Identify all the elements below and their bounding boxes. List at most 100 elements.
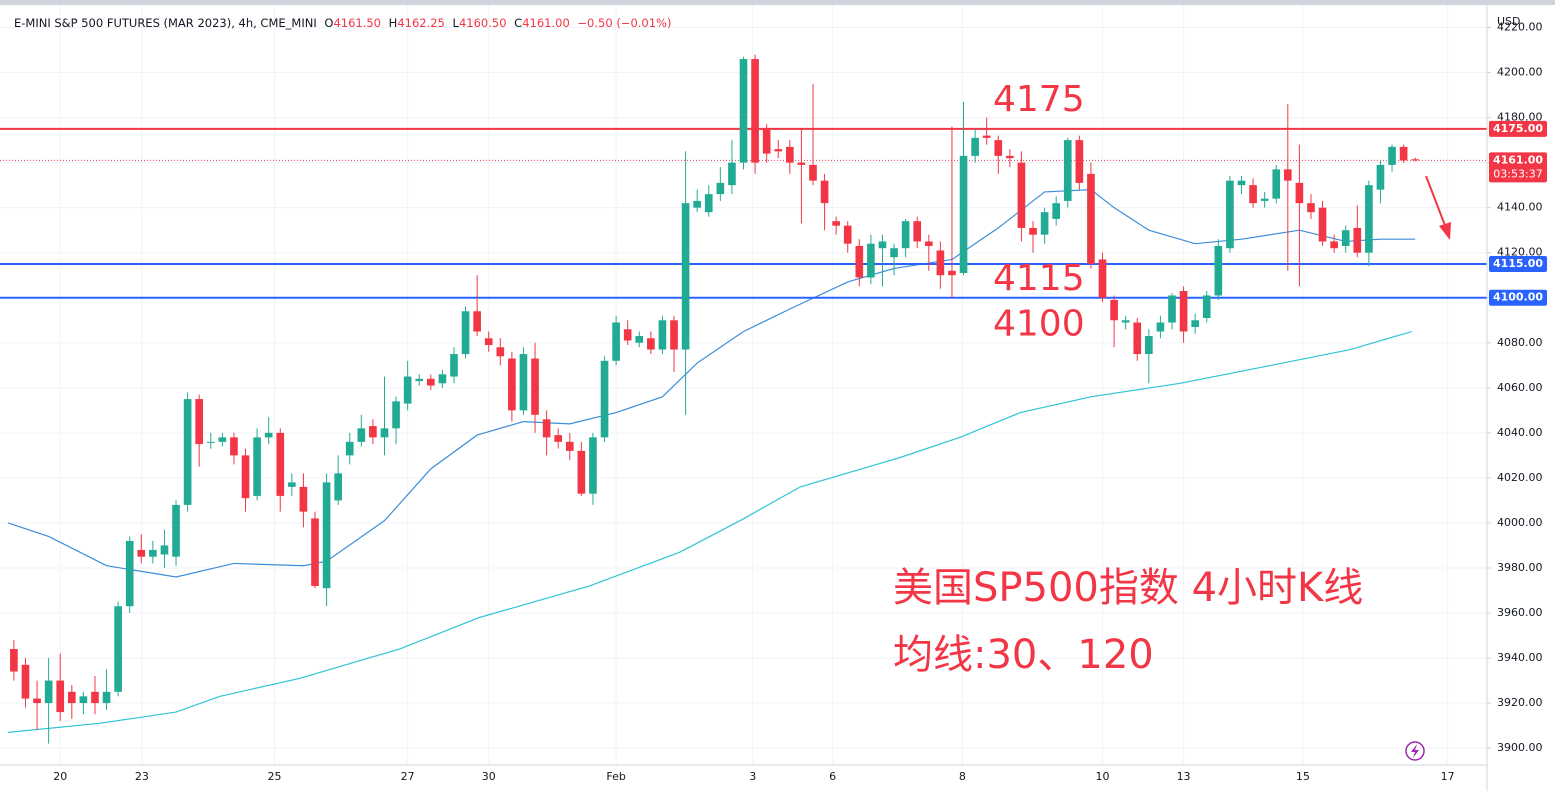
arrow-head — [1439, 222, 1451, 240]
candle-body — [716, 182, 725, 195]
candle-body — [1098, 259, 1107, 298]
candle-body — [160, 545, 169, 555]
candle-body — [218, 437, 227, 442]
candle-body — [461, 311, 470, 355]
x-tick-label: 10 — [1096, 770, 1110, 783]
candle-body — [797, 162, 806, 165]
candle-body — [114, 606, 122, 692]
caption: 美国SP500指数 4小时K线 — [893, 565, 1363, 611]
header-line: E-MINI S&P 500 FUTURES (MAR 2023), 4h, C… — [14, 16, 671, 30]
level-label: 4175.00 — [1493, 122, 1543, 135]
candle-body — [635, 336, 644, 343]
candle-body — [542, 419, 551, 438]
candle-body — [1179, 290, 1188, 332]
candle-body — [369, 426, 377, 438]
y-tick-label: 4200.00 — [1497, 66, 1543, 79]
x-tick-label: Feb — [606, 770, 625, 783]
level-label: 4100.00 — [1493, 291, 1543, 304]
high-label: H — [389, 16, 398, 30]
candle-body — [450, 354, 458, 377]
candle-body — [681, 203, 690, 350]
candle-body — [1052, 203, 1061, 219]
low: 4160.50 — [459, 16, 507, 30]
candle-body — [1029, 227, 1037, 235]
candle-body — [1063, 140, 1072, 201]
x-tick-label: 13 — [1177, 770, 1191, 783]
arrow-shaft — [1425, 175, 1447, 229]
level-tag — [1489, 255, 1547, 272]
low-label: L — [453, 16, 460, 30]
candle-body — [33, 698, 41, 704]
candle-body — [924, 241, 933, 246]
candle-body — [137, 549, 146, 557]
candle-body — [577, 450, 586, 494]
bolt[interactable] — [1411, 744, 1419, 758]
candle-body — [1087, 173, 1095, 264]
candle-body — [10, 649, 18, 672]
candle-body — [508, 358, 516, 411]
change: −0.50 (−0.01%) — [577, 16, 671, 30]
candle-body — [125, 540, 134, 607]
candle-body — [901, 221, 910, 249]
countdown: 03:53:37 — [1493, 167, 1542, 180]
candle-body — [739, 59, 748, 163]
candle-body — [426, 378, 435, 386]
candle-body — [786, 146, 794, 163]
candle-body — [21, 664, 30, 699]
close-label: C — [514, 16, 522, 30]
candle-body — [1330, 241, 1338, 249]
candle-body — [496, 347, 505, 357]
level-label: 4115.00 — [1493, 257, 1543, 270]
x-tick-label: 8 — [959, 770, 966, 783]
candle-body — [276, 432, 285, 496]
candle-body — [1295, 182, 1304, 204]
candle-body — [1202, 295, 1211, 319]
candle-body — [809, 164, 817, 181]
candle-body — [1318, 207, 1327, 242]
x-tick-label: 30 — [482, 770, 496, 783]
candle-body — [1341, 230, 1350, 246]
candle-body — [79, 696, 88, 704]
candle-body — [982, 135, 991, 138]
candle-body — [820, 180, 829, 204]
candle-body — [704, 194, 713, 213]
bolt-icon[interactable] — [1405, 741, 1425, 761]
candle-body — [589, 437, 597, 494]
candle-body — [1353, 227, 1362, 253]
y-tick-label: 4000.00 — [1497, 516, 1543, 529]
y-tick-label: 3900.00 — [1497, 741, 1543, 754]
candle-body — [1260, 198, 1269, 201]
level-tag — [1489, 120, 1547, 137]
trend-arrow — [1425, 175, 1451, 240]
candle-body — [913, 221, 922, 242]
candle-body — [195, 399, 204, 445]
candle-body — [102, 691, 111, 704]
bolt-circle[interactable] — [1405, 741, 1425, 761]
y-tick-label: 3920.00 — [1497, 696, 1543, 709]
candle-body — [1365, 185, 1373, 253]
candle-body — [345, 441, 354, 456]
candle-body — [1191, 320, 1199, 328]
candle-body — [936, 250, 945, 276]
x-tick-label: 15 — [1296, 770, 1310, 783]
candle-body — [1040, 212, 1049, 235]
candle-body — [1006, 155, 1014, 159]
candle-body — [1249, 185, 1257, 204]
candle-body — [334, 473, 342, 501]
candle-body — [890, 248, 898, 258]
y-tick-label: 4080.00 — [1497, 336, 1543, 349]
candle-body — [647, 338, 655, 350]
level-annotation: 4175 — [993, 79, 1085, 120]
candle-body — [206, 441, 215, 443]
high: 4162.25 — [397, 16, 445, 30]
x-tick-label: 25 — [267, 770, 281, 783]
candle-body — [519, 354, 528, 411]
open: 4161.50 — [333, 16, 381, 30]
candle-body — [774, 149, 783, 152]
candle-body — [299, 486, 308, 512]
candle-body — [693, 200, 701, 208]
candle-body — [1388, 146, 1396, 165]
level-tag — [1489, 289, 1547, 306]
